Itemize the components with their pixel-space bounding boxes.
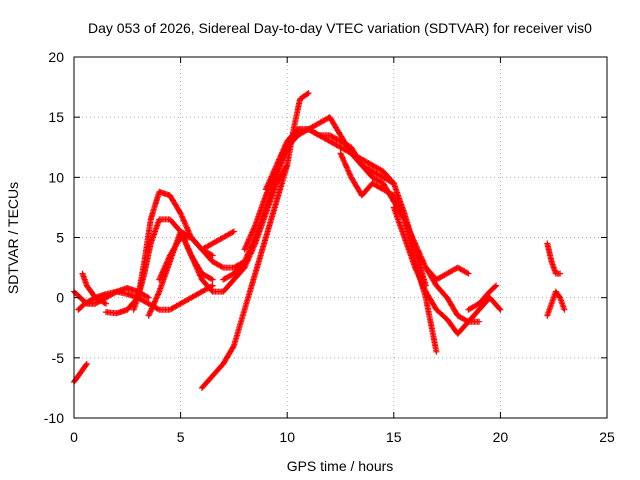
series-arc-8 (156, 234, 248, 283)
x-tick-label: 0 (70, 429, 78, 445)
y-tick-label: 0 (56, 290, 64, 306)
series-points (465, 282, 500, 313)
series-points (262, 126, 483, 325)
x-tick-label: 15 (386, 429, 402, 445)
y-tick-label: 15 (48, 109, 64, 125)
series-points (422, 264, 472, 283)
series-arc-18 (544, 240, 564, 277)
y-tick-label: 20 (48, 49, 64, 65)
x-tick-label: 25 (599, 429, 615, 445)
series-points (220, 126, 397, 283)
y-tick-label: -10 (44, 410, 64, 426)
x-tick-label: 5 (177, 429, 185, 445)
series-arc-19 (544, 288, 568, 319)
y-axis-title: SDTVAR / TECUs (5, 182, 21, 294)
series-arc-15 (390, 204, 504, 337)
series-arc-16 (422, 264, 472, 283)
series-points (544, 240, 564, 277)
y-tick-label: 5 (56, 230, 64, 246)
tick-labels: 0 5 10 15 20 25 -10 -5 0 5 10 15 20 (44, 49, 615, 445)
data-points (71, 90, 568, 391)
grid (74, 57, 607, 418)
series-points (156, 234, 248, 283)
tick-marks (73, 56, 608, 419)
y-tick-label: -5 (52, 350, 65, 366)
series-points (79, 270, 109, 307)
series-points (544, 288, 568, 319)
chart-title: Day 053 of 2026, Sidereal Day-to-day VTE… (88, 20, 592, 36)
series-arc-17 (465, 282, 500, 313)
series-arc-10 (198, 90, 312, 391)
series-arc-4 (79, 270, 109, 307)
x-tick-label: 20 (493, 429, 509, 445)
series-arc-11 (220, 126, 397, 283)
series-points (198, 90, 312, 391)
series-points (390, 204, 504, 337)
y-tick-label: 10 (48, 169, 64, 185)
series-arc-13 (262, 126, 483, 325)
x-tick-label: 10 (279, 429, 295, 445)
x-axis-title: GPS time / hours (287, 458, 394, 474)
